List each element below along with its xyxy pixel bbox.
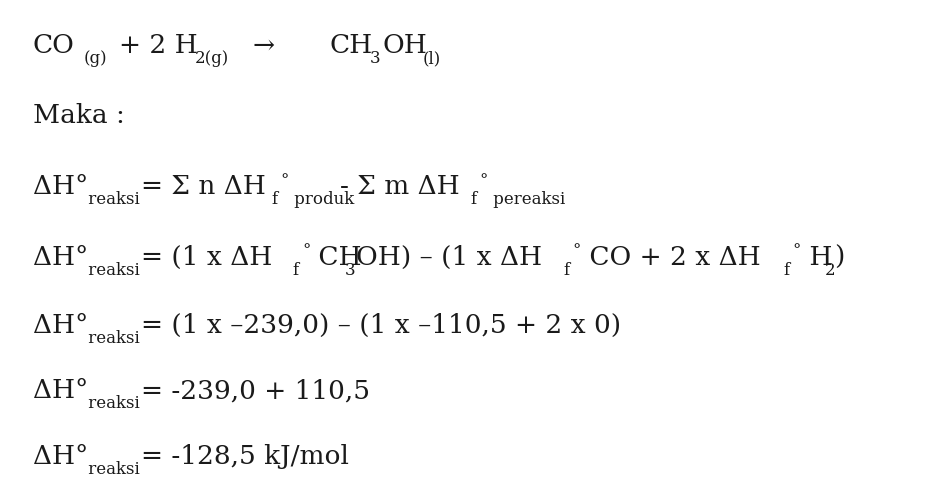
Text: + 2 H: + 2 H [119,33,198,58]
Text: f: f [271,191,277,208]
Text: reaksi: reaksi [83,191,139,208]
Text: f: f [470,191,476,208]
Text: f: f [782,262,789,279]
Text: °: ° [302,242,310,260]
Text: produk: produk [289,191,354,208]
Text: →: → [252,33,275,58]
Text: = Σ n ΔH: = Σ n ΔH [141,174,265,199]
Text: 3: 3 [344,262,354,279]
Text: CH: CH [310,244,362,270]
Text: ΔH°: ΔH° [32,174,87,199]
Text: °: ° [572,242,580,260]
Text: °: ° [792,242,800,260]
Text: 2: 2 [824,262,834,279]
Text: CO + 2 x ΔH: CO + 2 x ΔH [580,244,759,270]
Text: reaksi: reaksi [83,330,139,347]
Text: ΔH°: ΔH° [32,312,87,338]
Text: reaksi: reaksi [83,461,139,478]
Text: CH: CH [329,33,373,58]
Text: f: f [562,262,569,279]
Text: (g): (g) [84,50,107,67]
Text: 2(g): 2(g) [195,50,229,67]
Text: OH: OH [382,33,427,58]
Text: Maka :: Maka : [32,103,124,129]
Text: = -239,0 + 110,5: = -239,0 + 110,5 [141,378,370,403]
Text: ): ) [833,244,844,270]
Text: pereaksi: pereaksi [487,191,564,208]
Text: °: ° [280,172,289,189]
Text: ΔH°: ΔH° [32,378,87,403]
Text: reaksi: reaksi [83,262,139,279]
Text: = -128,5 kJ/mol: = -128,5 kJ/mol [141,444,349,469]
Text: - Σ m ΔH: - Σ m ΔH [340,174,459,199]
Text: ΔH°: ΔH° [32,444,87,469]
Text: OH) – (1 x ΔH: OH) – (1 x ΔH [355,244,541,270]
Text: reaksi: reaksi [83,395,139,412]
Text: = (1 x ΔH: = (1 x ΔH [141,244,272,270]
Text: H: H [800,244,831,270]
Text: CO: CO [32,33,74,58]
Text: (l): (l) [422,50,441,67]
Text: 3: 3 [369,50,380,67]
Text: = (1 x –239,0) – (1 x –110,5 + 2 x 0): = (1 x –239,0) – (1 x –110,5 + 2 x 0) [141,312,621,338]
Text: ΔH°: ΔH° [32,244,87,270]
Text: f: f [292,262,299,279]
Text: °: ° [479,172,487,189]
